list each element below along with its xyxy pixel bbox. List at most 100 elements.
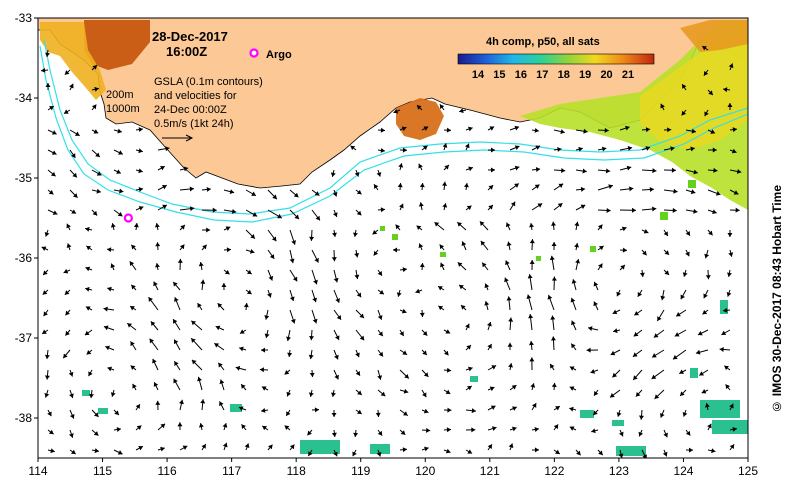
velocity-arrow-head <box>461 305 466 310</box>
velocity-arrow-head <box>94 448 99 454</box>
velocity-arrow-head <box>354 252 360 258</box>
velocity-arrow-head <box>155 242 161 247</box>
velocity-arrow-head <box>736 169 742 174</box>
velocity-arrow-head <box>486 321 492 327</box>
velocity-arrow-head <box>676 312 681 317</box>
sst-warm-patch-nw <box>84 20 150 70</box>
velocity-arrow-head <box>547 294 553 300</box>
velocity-arrow-head <box>488 185 494 190</box>
velocity-arrow-head <box>688 447 693 453</box>
velocity-arrow-head <box>357 409 362 415</box>
velocity-arrow-head <box>438 305 444 311</box>
velocity-arrow-head <box>690 189 696 195</box>
sst-warm-patch-mid <box>396 98 444 140</box>
velocity-arrow-head <box>697 330 703 336</box>
velocity-arrow-head <box>576 450 581 456</box>
velocity-arrow-head <box>588 326 593 332</box>
velocity-arrow-head <box>376 451 382 457</box>
velocity-arrow-head <box>160 446 165 452</box>
velocity-arrow-head <box>612 309 618 315</box>
velocity-arrow-head <box>355 371 361 376</box>
velocity-arrow-head <box>490 405 496 410</box>
velocity-arrow-head <box>64 290 70 295</box>
velocity-arrow-head <box>672 207 677 213</box>
velocity-arrow-head <box>127 323 132 328</box>
map-time: 16:00Z <box>166 44 207 59</box>
colorbar-tick-label: 18 <box>558 69 570 81</box>
velocity-arrow-head <box>378 331 383 337</box>
velocity-arrow-head <box>550 336 556 341</box>
velocity-arrow-head <box>375 412 381 417</box>
velocity-arrow-head <box>725 384 731 390</box>
velocity-arrow-head <box>334 354 339 360</box>
velocity-arrow-head <box>314 407 319 413</box>
velocity-arrow-head <box>162 184 167 190</box>
velocity-arrow-head <box>530 383 536 388</box>
velocity-arrow-head <box>160 166 165 171</box>
velocity-arrow-head <box>284 369 290 375</box>
velocity-arrow-head <box>286 391 292 397</box>
velocity-arrow-head <box>464 143 470 149</box>
velocity-arrow-head <box>307 430 312 436</box>
velocity-arrow-head <box>183 166 189 172</box>
velocity-arrow-head <box>466 205 472 211</box>
velocity-arrow-head <box>680 391 685 396</box>
velocity-arrow-head <box>200 399 206 404</box>
velocity-arrow-head <box>434 222 440 227</box>
velocity-arrow-head <box>637 292 643 297</box>
map-date: 28-Dec-2017 <box>152 29 228 44</box>
velocity-arrow-head <box>680 294 685 300</box>
velocity-arrow-head <box>268 444 273 450</box>
velocity-arrow-head <box>313 279 318 285</box>
velocity-arrow-head <box>197 303 202 308</box>
velocity-arrow-head <box>355 352 360 358</box>
velocity-arrow-head <box>41 67 46 73</box>
velocity-arrow-head <box>642 250 647 256</box>
velocity-arrow-head <box>416 225 422 231</box>
velocity-arrow-head <box>48 429 54 435</box>
velocity-arrow-head <box>353 232 358 237</box>
velocity-arrow-head <box>401 308 407 314</box>
velocity-arrow-head <box>731 148 737 154</box>
velocity-arrow-head <box>116 427 121 432</box>
velocity-arrow-head <box>605 168 611 174</box>
velocity-arrow-head <box>117 211 123 217</box>
velocity-arrow-head <box>685 430 691 436</box>
velocity-arrow-head <box>645 146 651 151</box>
velocity-arrow-head <box>229 189 235 195</box>
velocity-arrow-head <box>246 269 252 275</box>
velocity-arrow-head <box>330 172 336 177</box>
velocity-arrow-head <box>693 169 698 175</box>
velocity-arrow-head <box>372 229 378 235</box>
velocity-arrow-head <box>271 236 277 242</box>
velocity-arrow-head <box>336 315 342 320</box>
x-tick-label: 117 <box>222 464 241 478</box>
velocity-arrow-head <box>732 127 737 133</box>
velocity-arrow-head <box>423 408 429 414</box>
velocity-arrow-head <box>580 204 586 210</box>
velocity-arrow-head <box>177 258 183 263</box>
velocity-arrow-head <box>467 449 473 454</box>
velocity-arrow-head <box>105 345 110 351</box>
velocity-arrow-head <box>632 352 638 357</box>
velocity-arrow-head <box>356 189 362 195</box>
velocity-arrow-head <box>92 65 97 70</box>
velocity-arrow-head <box>468 366 473 372</box>
velocity-arrow-head <box>445 448 451 454</box>
velocity-arrow-head <box>571 320 576 326</box>
velocity-arrow-head <box>377 375 383 380</box>
velocity-arrow-head <box>484 283 490 289</box>
velocity-arrow-head <box>64 109 69 114</box>
velocity-arrow-head <box>50 448 55 454</box>
velocity-arrow-head <box>162 204 167 210</box>
velocity-arrow-head <box>309 236 315 241</box>
velocity-arrow-head <box>506 296 512 301</box>
velocity-arrow-head <box>466 345 471 350</box>
colorbar-tick-label: 19 <box>579 69 591 81</box>
velocity-arrow-head <box>551 221 557 226</box>
y-tick-label: -38 <box>15 411 33 425</box>
velocity-arrow-head <box>309 335 315 341</box>
velocity-arrow-head <box>309 372 315 377</box>
velocity-arrow-head <box>354 274 360 280</box>
velocity-arrow-head <box>616 412 622 417</box>
